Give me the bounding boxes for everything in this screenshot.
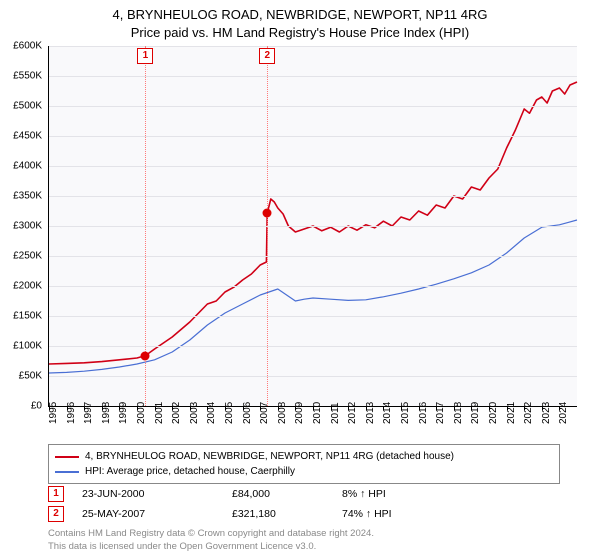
x-axis-label: 2006	[242, 402, 253, 424]
footer-line-2: This data is licensed under the Open Gov…	[48, 541, 374, 554]
gridline	[49, 226, 577, 227]
legend-swatch	[55, 456, 79, 458]
sale-price: £84,000	[232, 488, 342, 500]
legend-swatch	[55, 471, 79, 473]
gridline	[49, 106, 577, 107]
sale-marker-box: 2	[48, 506, 64, 522]
sale-date: 23-JUN-2000	[82, 488, 232, 500]
series-line-hpi	[49, 220, 577, 373]
x-axis-label: 2019	[470, 402, 481, 424]
x-axis-label: 2010	[312, 402, 323, 424]
legend-item: 4, BRYNHEULOG ROAD, NEWBRIDGE, NEWPORT, …	[55, 449, 553, 464]
x-axis-label: 2004	[206, 402, 217, 424]
sale-date: 25-MAY-2007	[82, 508, 232, 520]
sale-delta: 8% ↑ HPI	[342, 488, 386, 500]
y-axis-label: £250K	[13, 251, 42, 262]
x-axis-label: 2014	[382, 402, 393, 424]
y-axis-label: £350K	[13, 191, 42, 202]
footer-attribution: Contains HM Land Registry data © Crown c…	[48, 528, 374, 554]
transaction-marker-box: 1	[137, 48, 153, 64]
x-axis-label: 2017	[435, 402, 446, 424]
x-axis-label: 2024	[558, 402, 569, 424]
gridline	[49, 346, 577, 347]
x-axis-label: 2007	[259, 402, 270, 424]
x-axis-label: 2000	[136, 402, 147, 424]
y-axis-label: £50K	[19, 371, 42, 382]
gridline	[49, 316, 577, 317]
transaction-marker-box: 2	[259, 48, 275, 64]
gridline	[49, 376, 577, 377]
x-axis-label: 2015	[400, 402, 411, 424]
y-axis-label: £100K	[13, 341, 42, 352]
gridline	[49, 166, 577, 167]
chart-title-block: 4, BRYNHEULOG ROAD, NEWBRIDGE, NEWPORT, …	[0, 0, 600, 41]
legend-label: 4, BRYNHEULOG ROAD, NEWBRIDGE, NEWPORT, …	[85, 449, 454, 464]
x-axis-label: 2022	[523, 402, 534, 424]
x-axis-label: 2016	[418, 402, 429, 424]
legend-box: 4, BRYNHEULOG ROAD, NEWBRIDGE, NEWPORT, …	[48, 444, 560, 484]
sale-row: 1 23-JUN-2000 £84,000 8% ↑ HPI	[48, 484, 558, 504]
x-axis-label: 2018	[453, 402, 464, 424]
y-axis-label: £450K	[13, 131, 42, 142]
x-axis-label: 2012	[347, 402, 358, 424]
gridline	[49, 46, 577, 47]
x-axis-label: 2005	[224, 402, 235, 424]
footer-line-1: Contains HM Land Registry data © Crown c…	[48, 528, 374, 541]
y-axis-label: £550K	[13, 71, 42, 82]
gridline	[49, 256, 577, 257]
x-axis-label: 1998	[101, 402, 112, 424]
transaction-marker-line	[267, 46, 268, 406]
gridline	[49, 286, 577, 287]
y-axis-label: £400K	[13, 161, 42, 172]
sales-table: 1 23-JUN-2000 £84,000 8% ↑ HPI 2 25-MAY-…	[48, 484, 558, 524]
title-line-1: 4, BRYNHEULOG ROAD, NEWBRIDGE, NEWPORT, …	[0, 6, 600, 24]
series-line-property	[49, 82, 577, 364]
x-axis-label: 2020	[488, 402, 499, 424]
x-axis-label: 1997	[83, 402, 94, 424]
y-axis-label: £150K	[13, 311, 42, 322]
x-axis-label: 2021	[506, 402, 517, 424]
y-axis-label: £300K	[13, 221, 42, 232]
sale-delta: 74% ↑ HPI	[342, 508, 392, 520]
sale-price: £321,180	[232, 508, 342, 520]
x-axis-label: 1995	[48, 402, 59, 424]
x-axis-label: 1999	[118, 402, 129, 424]
sale-row: 2 25-MAY-2007 £321,180 74% ↑ HPI	[48, 504, 558, 524]
legend-label: HPI: Average price, detached house, Caer…	[85, 464, 295, 479]
x-axis-label: 2013	[365, 402, 376, 424]
plot-region: 12	[48, 46, 577, 407]
transaction-marker-dot	[263, 209, 272, 218]
y-axis-label: £500K	[13, 101, 42, 112]
x-axis-label: 2011	[330, 402, 341, 424]
x-axis-label: 2003	[189, 402, 200, 424]
chart-area: 12 £0£50K£100K£150K£200K£250K£300K£350K£…	[48, 46, 576, 406]
gridline	[49, 136, 577, 137]
y-axis-label: £600K	[13, 41, 42, 52]
x-axis-label: 2001	[154, 402, 165, 424]
x-axis-label: 1996	[66, 402, 77, 424]
transaction-marker-dot	[141, 351, 150, 360]
x-axis-label: 2008	[277, 402, 288, 424]
legend-item: HPI: Average price, detached house, Caer…	[55, 464, 553, 479]
gridline	[49, 76, 577, 77]
x-axis-label: 2023	[541, 402, 552, 424]
x-axis-label: 2009	[294, 402, 305, 424]
x-axis-label: 2002	[171, 402, 182, 424]
gridline	[49, 196, 577, 197]
sale-marker-box: 1	[48, 486, 64, 502]
y-axis-label: £0	[31, 401, 42, 412]
y-axis-label: £200K	[13, 281, 42, 292]
title-line-2: Price paid vs. HM Land Registry's House …	[0, 24, 600, 42]
